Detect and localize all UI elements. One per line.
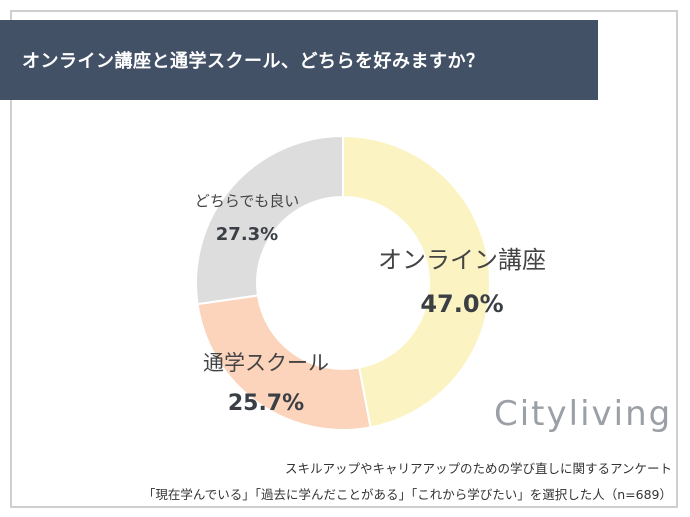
donut-slices: [195, 134, 491, 431]
chart-frame: [10, 10, 678, 508]
label-online: オンライン講座: [378, 246, 546, 274]
brand-logo: Cityliving: [494, 394, 673, 434]
chart-title: オンライン講座と通学スクール、どちらを好みますか？: [0, 20, 598, 100]
value-online: 47.0%: [420, 290, 503, 318]
slice-online: [342, 134, 491, 429]
footnote-respondents: 「現在学んでいる」「過去に学んだことがある」「これから学びたい」を選択した人（n…: [142, 487, 672, 502]
label-either: どちらでも良い: [195, 192, 300, 210]
slice-school: [196, 294, 372, 431]
slice-either: [195, 134, 344, 306]
value-school: 25.7%: [228, 391, 304, 416]
footnote-survey: スキルアップやキャリアアップのための学び直しに関するアンケート: [284, 461, 672, 476]
value-either: 27.3%: [216, 224, 278, 245]
label-school: 通学スクール: [203, 351, 329, 375]
